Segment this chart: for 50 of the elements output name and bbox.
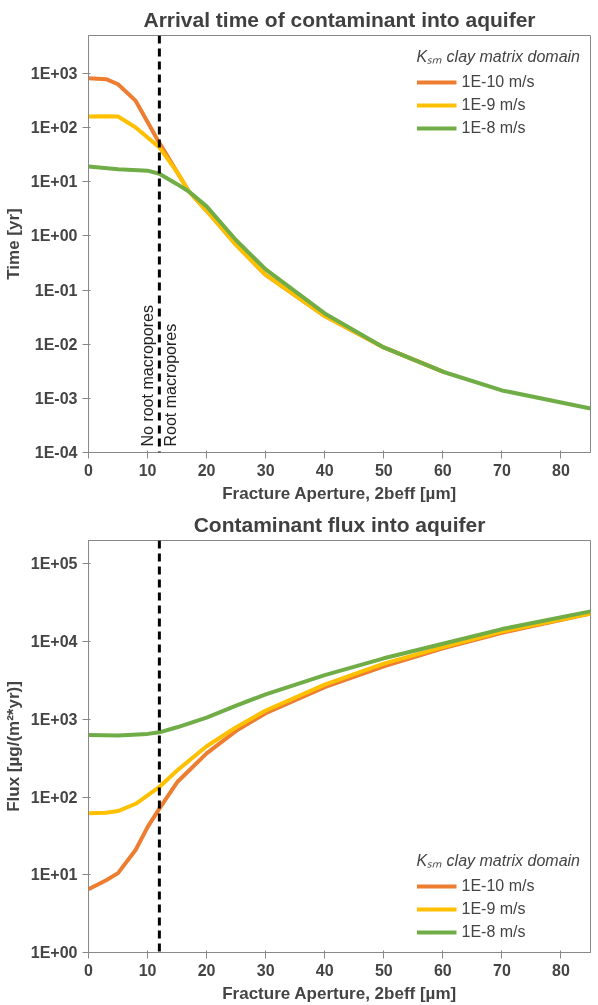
x-tick-label: 30 xyxy=(256,961,275,979)
legend-label: 1E-8 m/s xyxy=(461,119,526,137)
x-tick-label: 10 xyxy=(138,961,157,979)
legend-title: Kₛₘ clay matrix domain xyxy=(416,47,580,67)
legend-label: 1E-10 m/s xyxy=(461,877,535,895)
x-tick-label: 70 xyxy=(493,961,511,979)
x-tick-label: 70 xyxy=(493,461,511,479)
x-tick-label: 0 xyxy=(84,461,94,479)
legend-label: 1E-8 m/s xyxy=(461,923,526,941)
annotation: Root macropores xyxy=(162,323,180,447)
y-tick-label: 1E+01 xyxy=(30,173,78,191)
x-tick-label: 80 xyxy=(552,461,570,479)
y-tick-label: 1E-02 xyxy=(34,335,78,353)
x-tick-label: 50 xyxy=(374,961,393,979)
legend-label: 1E-9 m/s xyxy=(461,900,526,918)
x-tick-label: 60 xyxy=(433,961,452,979)
y-tick-label: 1E+02 xyxy=(30,788,78,806)
y-tick-label: 1E+03 xyxy=(30,710,78,728)
line-series xyxy=(88,611,591,816)
x-tick-label: 20 xyxy=(197,961,216,979)
x-tick-label: 10 xyxy=(138,461,157,479)
x-tick-label: 50 xyxy=(374,461,393,479)
chart-title: Contaminant flux into aquifer xyxy=(193,512,486,536)
x-tick-label: 30 xyxy=(256,461,275,479)
y-tick-label: 1E+02 xyxy=(30,119,78,137)
legend-label: 1E-9 m/s xyxy=(461,96,526,114)
y-tick-label: 1E+00 xyxy=(30,944,78,961)
x-tick-label: 40 xyxy=(315,461,334,479)
x-tick-label: 80 xyxy=(552,961,570,979)
y-tick-label: 1E+05 xyxy=(30,555,78,573)
y-tick-label: 1E+00 xyxy=(30,227,78,245)
annotation: No root macropores xyxy=(139,305,157,447)
line-series xyxy=(88,609,591,738)
y-tick-label: 1E-03 xyxy=(34,389,78,407)
y-axis-title: Time [yr] xyxy=(3,208,23,280)
x-axis-title: Fracture Aperture, 2beff [µm] xyxy=(222,983,457,1003)
x-tick-label: 20 xyxy=(197,461,216,479)
y-tick-label: 1E+01 xyxy=(30,866,78,884)
x-axis-title: Fracture Aperture, 2beff [µm] xyxy=(222,483,457,503)
y-axis-title: Flux [µg/(m²*yr)] xyxy=(3,681,23,812)
y-tick-label: 1E+04 xyxy=(30,633,78,651)
y-tick-label: 1E+03 xyxy=(30,64,78,82)
legend-title: Kₛₘ clay matrix domain xyxy=(416,851,580,871)
chart-title: Arrival time of contaminant into aquifer xyxy=(143,7,536,31)
x-tick-label: 0 xyxy=(84,961,94,979)
x-tick-label: 60 xyxy=(433,461,452,479)
y-tick-label: 1E-04 xyxy=(34,444,78,461)
legend-label: 1E-10 m/s xyxy=(461,73,535,91)
y-tick-label: 1E-01 xyxy=(34,281,78,299)
x-tick-label: 40 xyxy=(315,961,334,979)
